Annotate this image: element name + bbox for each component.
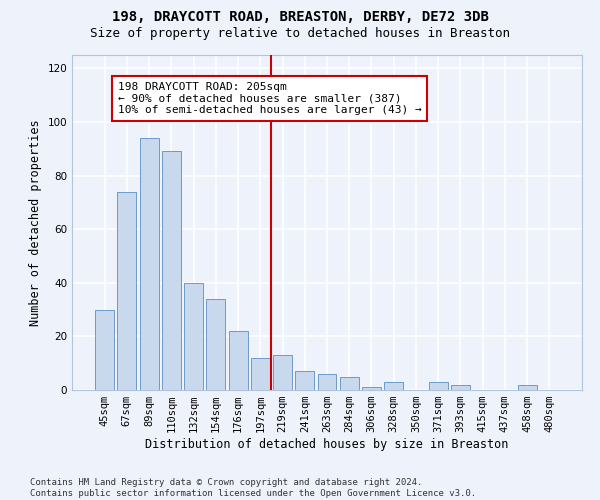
Bar: [340, 376, 359, 390]
Bar: [429, 382, 448, 390]
Bar: [273, 355, 292, 390]
Bar: [229, 331, 248, 390]
Bar: [206, 299, 225, 390]
Bar: [140, 138, 158, 390]
Bar: [518, 384, 536, 390]
Bar: [184, 283, 203, 390]
Text: Size of property relative to detached houses in Breaston: Size of property relative to detached ho…: [90, 28, 510, 40]
Bar: [251, 358, 270, 390]
Y-axis label: Number of detached properties: Number of detached properties: [29, 119, 42, 326]
X-axis label: Distribution of detached houses by size in Breaston: Distribution of detached houses by size …: [145, 438, 509, 451]
Text: Contains HM Land Registry data © Crown copyright and database right 2024.
Contai: Contains HM Land Registry data © Crown c…: [30, 478, 476, 498]
Bar: [118, 192, 136, 390]
Bar: [295, 371, 314, 390]
Text: 198, DRAYCOTT ROAD, BREASTON, DERBY, DE72 3DB: 198, DRAYCOTT ROAD, BREASTON, DERBY, DE7…: [112, 10, 488, 24]
Bar: [451, 384, 470, 390]
Bar: [95, 310, 114, 390]
Text: 198 DRAYCOTT ROAD: 205sqm
← 90% of detached houses are smaller (387)
10% of semi: 198 DRAYCOTT ROAD: 205sqm ← 90% of detac…: [118, 82, 422, 115]
Bar: [317, 374, 337, 390]
Bar: [384, 382, 403, 390]
Bar: [362, 388, 381, 390]
Bar: [162, 152, 181, 390]
